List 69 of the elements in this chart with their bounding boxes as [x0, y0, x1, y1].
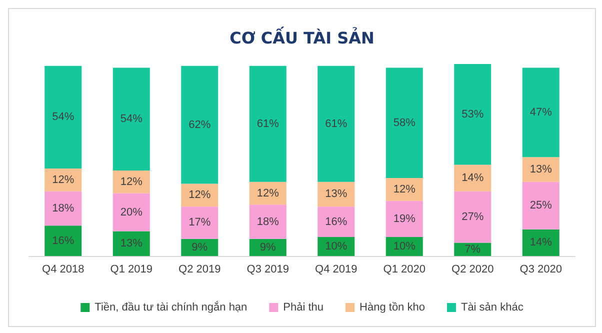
data-label: 47% [530, 106, 552, 118]
data-label: 61% [256, 118, 280, 130]
bar [454, 191, 492, 243]
bar [522, 157, 560, 182]
bar [386, 178, 423, 201]
data-label: 19% [393, 212, 416, 225]
x-tick-label: Q3 2020 [520, 264, 562, 276]
data-label: 10% [393, 240, 416, 252]
data-label: 54% [120, 113, 143, 126]
bar [249, 204, 286, 239]
chart-title: CƠ CẤU TÀI SẢN [230, 26, 374, 48]
bar [112, 193, 150, 232]
legend-label: Tiền, đầu tư tài chính ngắn hạn [94, 300, 248, 314]
x-tick-label: Q4 2018 [42, 264, 84, 276]
data-label: 12% [52, 174, 74, 186]
x-tick-label: Q3 2019 [246, 264, 289, 276]
data-label: 12% [188, 189, 211, 202]
data-label: 16% [52, 234, 74, 247]
x-tick-label: Q4 2019 [315, 264, 358, 276]
bar [318, 206, 355, 237]
data-label: 12% [256, 187, 280, 200]
legend-label: Phải thu [283, 302, 324, 314]
data-label: 12% [120, 176, 143, 188]
bar [386, 68, 423, 178]
data-label: 14% [530, 236, 552, 249]
legend-label: Hàng tồn kho [360, 302, 425, 314]
data-label: 14% [462, 172, 484, 184]
bar [522, 68, 560, 158]
bar [44, 191, 82, 226]
data-label: 18% [256, 216, 280, 228]
bar [44, 168, 82, 192]
data-label: 18% [52, 202, 74, 214]
data-label: 16% [325, 216, 348, 228]
data-label: 9% [192, 241, 208, 254]
data-label: 62% [188, 118, 211, 131]
bar [44, 66, 82, 169]
legend-label: Tài sản khác [460, 302, 524, 314]
x-tick-label: Q2 2020 [452, 264, 494, 276]
data-label: 25% [530, 200, 552, 212]
bar [112, 231, 150, 256]
bar [112, 68, 150, 170]
bar [181, 206, 218, 239]
data-label: 27% [462, 211, 484, 224]
data-label: 13% [120, 238, 143, 250]
data-label: 10% [325, 240, 348, 252]
bar [522, 182, 560, 230]
x-tick-label: Q1 2019 [110, 264, 152, 276]
data-label: 61% [325, 118, 348, 130]
x-tick-label: Q2 2019 [178, 264, 221, 276]
x-tick-label: Q1 2020 [383, 264, 426, 276]
bar [522, 229, 560, 256]
data-label: 53% [462, 108, 484, 120]
data-label: 17% [188, 216, 211, 229]
bar [386, 200, 423, 237]
data-label: 58% [393, 116, 416, 129]
bar [454, 164, 492, 192]
data-label: 7% [464, 243, 481, 256]
bar [454, 64, 492, 165]
bar [181, 66, 218, 184]
data-label: 13% [325, 188, 348, 200]
data-label: 9% [260, 241, 276, 254]
data-label: 13% [530, 164, 552, 176]
data-label: 54% [52, 111, 74, 124]
bar [318, 66, 355, 182]
bar [44, 226, 82, 256]
data-label: 20% [120, 206, 143, 218]
data-label: 12% [393, 183, 416, 196]
bar [249, 66, 286, 182]
bar [112, 170, 150, 194]
